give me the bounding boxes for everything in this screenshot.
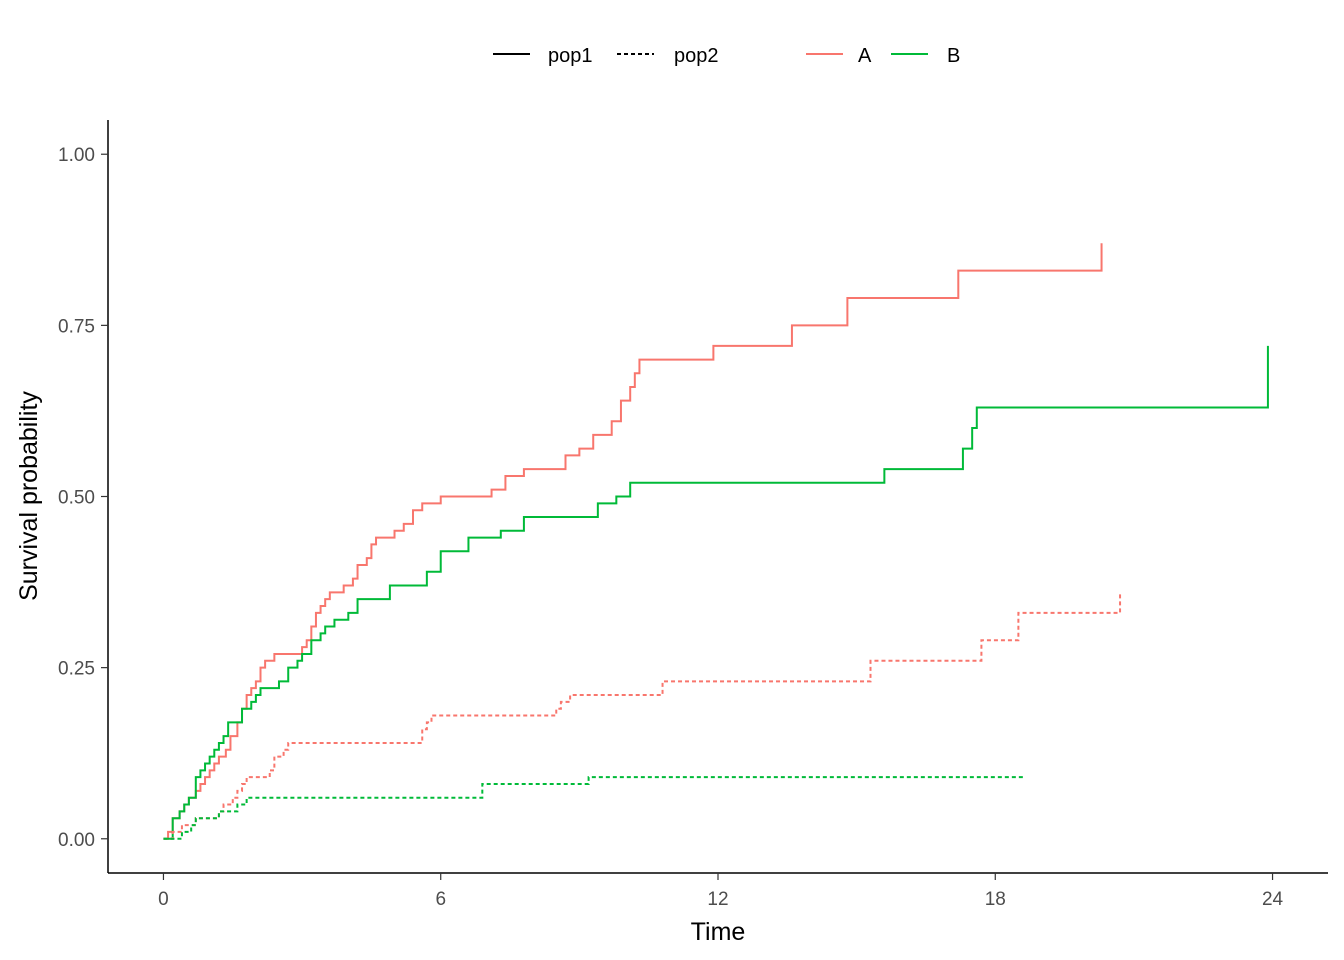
- legend-label-pop2: pop2: [674, 45, 719, 67]
- x-tick-label: 24: [1262, 889, 1284, 910]
- legend-label-b: B: [947, 45, 960, 67]
- series-line-b-pop1: [163, 345, 1269, 840]
- x-tick-label: 18: [985, 889, 1006, 910]
- y-tick-label: 0.50: [58, 488, 95, 509]
- legend-label-a: A: [858, 45, 872, 67]
- series-line-b-pop2: [163, 776, 1023, 840]
- y-axis: 0.00 0.25 0.50 0.75 1.00: [58, 145, 108, 851]
- y-tick-label: 0.00: [58, 830, 95, 851]
- y-tick-label: 0.75: [58, 316, 95, 337]
- y-tick-label: 1.00: [58, 145, 95, 166]
- x-axis: 0 6 12 18 24: [158, 873, 1284, 910]
- legend: pop1 pop2 A B: [493, 45, 960, 67]
- x-axis-title: Time: [691, 918, 746, 946]
- plot-area: [163, 243, 1269, 840]
- y-tick-label: 0.25: [58, 659, 95, 680]
- series-line-a-pop2: [163, 592, 1122, 840]
- legend-label-pop1: pop1: [548, 45, 593, 67]
- y-axis-title: Survival probability: [15, 391, 43, 601]
- x-tick-label: 12: [707, 889, 728, 910]
- x-tick-label: 0: [158, 889, 169, 910]
- series-line-a-pop1: [163, 243, 1103, 840]
- x-tick-label: 6: [435, 889, 446, 910]
